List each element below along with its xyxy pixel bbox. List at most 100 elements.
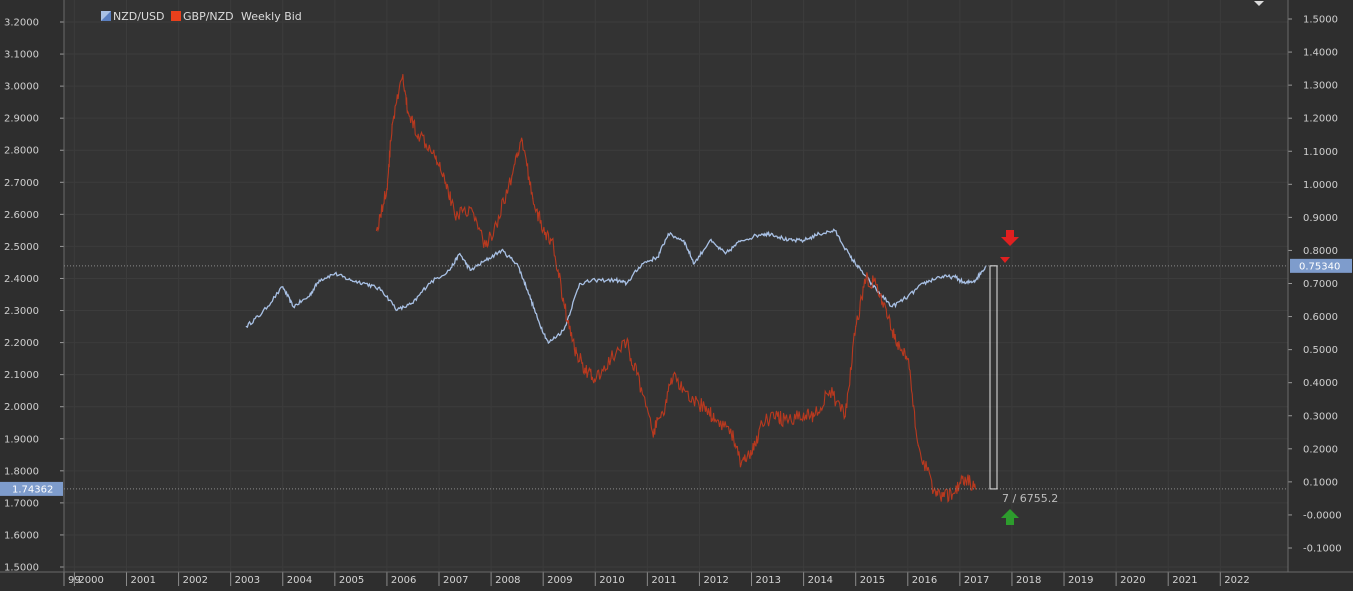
right-axis-tick-label: 0.1000	[1303, 477, 1338, 488]
x-axis-tick-label: 2009	[547, 575, 572, 586]
left-axis-tick-label: 1.7000	[4, 498, 39, 509]
buy-arrow-icon[interactable]	[1001, 509, 1019, 525]
left-axis-tick-label: 2.6000	[4, 210, 39, 221]
left-price-tag-text: 1.74362	[12, 484, 53, 495]
data-point-nzdusd	[428, 282, 430, 285]
data-point-gbpnzd	[594, 380, 596, 382]
data-point-nzdusd	[563, 329, 565, 331]
data-point-nzdusd	[396, 309, 398, 311]
data-point-gbpnzd	[402, 75, 404, 78]
left-axis-tick-label: 2.8000	[4, 146, 39, 157]
data-point-gbpnzd	[917, 444, 919, 446]
series-line-nzdusd[interactable]	[245, 228, 987, 345]
data-point-nzdusd	[579, 282, 581, 285]
data-point-nzdusd	[641, 263, 643, 265]
overlays: 7 / 6755.2	[64, 1, 1288, 525]
x-axis-tick-label: 2015	[860, 575, 885, 586]
data-point-nzdusd	[615, 279, 617, 281]
x-axis-tick-label: 2016	[912, 575, 937, 586]
data-point-nzdusd	[891, 306, 893, 308]
right-axis-tick-label: 0.4000	[1303, 378, 1338, 389]
data-point-gbpnzd	[495, 223, 497, 225]
measure-rectangle[interactable]	[989, 265, 998, 490]
data-point-gbpnzd	[454, 213, 456, 215]
left-axis-tick-label: 2.5000	[4, 242, 39, 253]
data-point-nzdusd	[922, 282, 925, 285]
legend-weekly-bid-label: Weekly Bid	[241, 10, 302, 23]
data-point-nzdusd	[516, 263, 518, 265]
right-axis-tick-label: -0.1000	[1303, 544, 1342, 555]
data-point-nzdusd	[683, 239, 685, 242]
right-axis-tick-label: 0.6000	[1303, 312, 1338, 323]
data-point-nzdusd	[365, 282, 367, 285]
right-axis-tick-label: 0.8000	[1303, 246, 1338, 257]
data-point-nzdusd	[245, 325, 247, 328]
series-line-gbpnzd[interactable]	[375, 74, 977, 503]
sell-arrow-icon[interactable]	[1001, 230, 1019, 246]
data-point-nzdusd	[469, 269, 471, 271]
plot-area[interactable]	[64, 0, 1288, 572]
data-point-gbpnzd	[886, 316, 888, 318]
data-point-gbpnzd	[750, 454, 753, 456]
right-axis-tick-label: -0.0000	[1303, 510, 1342, 521]
legend: NZD/USD GBP/NZD Weekly Bid	[101, 10, 302, 23]
x-axis-tick-label: 2006	[391, 575, 416, 586]
data-point-nzdusd	[907, 296, 909, 298]
data-point-nzdusd	[667, 233, 669, 235]
data-point-nzdusd	[938, 276, 940, 278]
data-point-nzdusd	[818, 233, 820, 235]
data-point-nzdusd	[724, 253, 727, 255]
data-point-nzdusd	[334, 273, 336, 275]
data-point-gbpnzd	[573, 348, 576, 350]
grid	[63, 0, 1288, 572]
x-axis-tick-label: 2013	[756, 575, 781, 586]
data-point-nzdusd	[740, 239, 742, 242]
right-axis-tick-label: 1.4000	[1303, 48, 1338, 59]
data-point-nzdusd	[787, 239, 789, 242]
data-point-nzdusd	[448, 269, 450, 271]
data-point-nzdusd	[860, 269, 862, 271]
data-point-gbpnzd	[443, 175, 445, 177]
legend-gbpnzd-swatch	[171, 11, 181, 21]
x-axis-tick-label: 2001	[131, 575, 156, 586]
data-point-gbpnzd	[542, 229, 544, 231]
data-point-nzdusd	[261, 312, 263, 314]
right-axis-tick-label: 0.7000	[1303, 279, 1338, 290]
data-point-nzdusd	[693, 263, 695, 265]
left-axis-tick-label: 1.5000	[4, 563, 39, 574]
data-point-gbpnzd	[672, 374, 675, 376]
collapse-icon[interactable]	[1254, 1, 1264, 6]
data-point-gbpnzd	[532, 197, 534, 199]
legend-gbpnzd-label: GBP/NZD	[183, 10, 234, 23]
right-axis-tick-label: 1.2000	[1303, 114, 1338, 125]
x-axis-tick-label: 2000	[78, 575, 103, 586]
left-axis-tick-label: 2.1000	[4, 370, 39, 381]
x-axis-tick-label: 2012	[703, 575, 728, 586]
right-axis-tick-label: 1.0000	[1303, 180, 1338, 191]
left-axis-tick-label: 2.3000	[4, 306, 39, 317]
data-point-gbpnzd	[417, 133, 419, 135]
data-point-nzdusd	[547, 342, 550, 344]
data-point-gbpnzd	[787, 422, 789, 424]
left-axis-tick-label: 2.2000	[4, 338, 39, 349]
data-point-gbpnzd	[855, 326, 857, 328]
data-point-nzdusd	[500, 249, 503, 251]
data-point-gbpnzd	[375, 229, 378, 231]
data-point-gbpnzd	[943, 495, 945, 498]
data-point-nzdusd	[318, 279, 320, 281]
data-point-nzdusd	[709, 239, 711, 242]
right-axis-tick-label: 0.5000	[1303, 345, 1338, 356]
data-point-gbpnzd	[865, 277, 867, 280]
data-point-gbpnzd	[625, 342, 628, 344]
data-point-gbpnzd	[469, 207, 471, 209]
right-axis-tick-label: 0.9000	[1303, 213, 1338, 224]
legend-nzdusd-label: NZD/USD	[113, 10, 164, 23]
left-axis-tick-label: 2.9000	[4, 114, 39, 125]
right-axis-tick-label: 0.3000	[1303, 411, 1338, 422]
data-point-nzdusd	[803, 239, 805, 242]
data-point-gbpnzd	[907, 358, 909, 360]
x-axis-tick-label: 2019	[1068, 575, 1093, 586]
small-red-marker-icon	[1000, 257, 1010, 263]
data-point-gbpnzd	[521, 140, 523, 142]
